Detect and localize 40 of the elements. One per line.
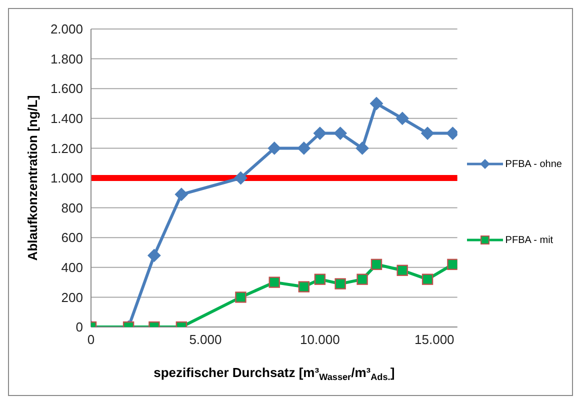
x-axis-title: spezifischer Durchsatz [m³$_{Wasser}$/m³$_{Ads.}$]	[154, 365, 395, 382]
point	[297, 142, 310, 155]
point	[370, 97, 383, 110]
y-tick-label: 600	[61, 230, 83, 246]
point	[396, 264, 408, 276]
y-tick-label: 1.800	[50, 51, 83, 66]
y-tick-label: 1.600	[50, 81, 83, 96]
point	[370, 258, 382, 270]
point	[356, 274, 368, 285]
point	[313, 126, 326, 140]
point	[396, 112, 409, 125]
x-tick-label: 10.000	[300, 332, 340, 348]
point	[314, 274, 326, 285]
x-tick-label: 5.000	[189, 332, 222, 348]
point	[298, 281, 310, 292]
legend-label: PFBA - mit	[505, 234, 554, 246]
y-tick-label: 1.000	[50, 170, 83, 186]
x-tick-label: 15.000	[414, 332, 454, 348]
point	[234, 172, 248, 184]
point	[422, 274, 434, 285]
point	[268, 276, 280, 288]
point	[447, 258, 458, 270]
y-tick-label: 400	[61, 260, 83, 276]
point	[235, 292, 246, 303]
point	[148, 248, 161, 262]
point	[421, 126, 434, 140]
y-tick-label: 200	[61, 290, 83, 305]
y-tick-label: 1.200	[50, 140, 83, 156]
y-tick-label: 1.400	[50, 111, 83, 126]
point	[334, 278, 346, 290]
y-tick-label: 0	[76, 320, 83, 335]
point	[174, 188, 188, 201]
point	[356, 142, 369, 155]
y-tick-label: 800	[61, 200, 83, 216]
y-tick-label: 2.000	[50, 22, 83, 37]
y-axis-title: Ablaufkonzentration [ng/L]	[25, 95, 40, 261]
legend-label: PFBA - ohne	[505, 158, 562, 170]
point	[334, 126, 347, 140]
point	[268, 142, 281, 155]
x-tick-label: 0	[87, 332, 95, 348]
